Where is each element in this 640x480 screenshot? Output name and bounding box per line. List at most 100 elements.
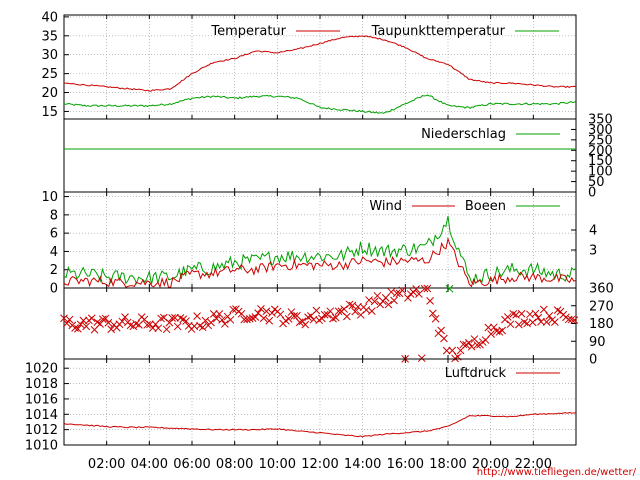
direction-point (412, 285, 421, 293)
y-tick-label: 20 (41, 86, 58, 101)
direction-point (340, 305, 348, 313)
direction-point (107, 325, 116, 334)
y-tick-label: 100 (588, 165, 613, 180)
direction-point (384, 300, 393, 309)
direction-point (132, 319, 140, 328)
direction-point (331, 313, 340, 322)
direction-point (329, 314, 337, 323)
x-tick-label: 14:00 (344, 457, 381, 472)
direction-point (215, 310, 224, 318)
y-tick-label: 8 (50, 208, 58, 223)
x-tick-label: 06:00 (173, 457, 210, 472)
direction-point (198, 323, 207, 332)
series-line-gusts (63, 215, 577, 286)
direction-point (218, 316, 226, 324)
direction-point (65, 315, 74, 324)
direction-point (265, 316, 274, 325)
x-tick-label: 02:00 (88, 457, 125, 472)
series-line-wind (63, 236, 577, 289)
direction-point (445, 284, 454, 293)
direction-point (567, 315, 576, 324)
direction-point (295, 318, 304, 327)
legend-label-gusts: Boeen (465, 199, 506, 214)
direction-point (74, 324, 82, 333)
direction-point (79, 316, 88, 325)
y-tick-label: 2 (50, 263, 58, 278)
direction-point (465, 338, 473, 347)
direction-point (490, 323, 498, 332)
direction-point (428, 309, 437, 318)
direction-point (312, 306, 321, 315)
direction-point (551, 318, 559, 326)
x-tick-label: 16:00 (387, 457, 424, 472)
y-tick-label: 270 (589, 299, 614, 314)
y-tick-label: 250 (588, 133, 613, 148)
direction-point (390, 296, 398, 305)
direction-point (440, 334, 448, 343)
direction-point (162, 325, 171, 334)
bft-tick-label: 4 (589, 224, 597, 239)
legend-label-dewpoint: Taupunkttemperatur (371, 24, 506, 39)
direction-point (343, 312, 351, 321)
direction-point (370, 297, 379, 306)
direction-point (104, 318, 113, 327)
direction-point (392, 289, 401, 298)
direction-point (545, 312, 554, 320)
direction-point (431, 314, 440, 323)
x-tick-label: 04:00 (131, 457, 168, 472)
direction-point (76, 320, 85, 329)
direction-point (420, 284, 429, 293)
direction-point (251, 313, 260, 321)
direction-point (101, 314, 110, 323)
y-tick-label: 1012 (25, 423, 58, 438)
direction-point (87, 314, 96, 323)
direction-point (509, 309, 518, 318)
direction-point (284, 315, 293, 323)
direction-point (173, 322, 182, 331)
y-tick-label: 50 (588, 175, 605, 190)
y-tick-label: 200 (588, 144, 613, 159)
direction-point (528, 318, 537, 327)
direction-point (473, 341, 482, 349)
legend-label-wind: Wind (369, 199, 402, 214)
direction-point (539, 305, 548, 314)
direction-point (121, 313, 129, 321)
y-tick-label: 90 (589, 335, 606, 350)
direction-point (182, 317, 190, 325)
direction-point (301, 320, 310, 329)
direction-point (487, 330, 495, 338)
direction-point (154, 324, 163, 333)
direction-point (209, 310, 218, 318)
series-line-dewpoint (63, 94, 577, 114)
direction-point (226, 315, 235, 324)
direction-point (367, 307, 376, 315)
direction-point (503, 313, 512, 321)
y-tick-label: 10 (41, 190, 58, 205)
direction-point (71, 324, 79, 332)
legend-label-temperature: Temperatur (210, 24, 286, 39)
direction-point (157, 314, 165, 323)
direction-point (534, 313, 543, 322)
direction-point (318, 314, 326, 323)
y-tick-label: 1020 (25, 362, 58, 377)
direction-point (168, 314, 177, 322)
bft-tick-label: 3 (589, 244, 597, 259)
legend-label-precipitation: Niederschlag (421, 127, 506, 142)
direction-point (398, 286, 407, 295)
legend-label-pressure: Luftdruck (445, 366, 507, 381)
direction-point (98, 315, 107, 324)
direction-point (287, 308, 296, 316)
direction-point (201, 316, 210, 325)
direction-point (220, 320, 229, 328)
y-tick-label: 0 (588, 186, 596, 201)
direction-point (82, 322, 91, 331)
x-tick-label: 22:00 (515, 457, 552, 472)
y-tick-label: 360 (589, 282, 614, 297)
direction-point (259, 314, 268, 323)
y-tick-label: 15 (41, 105, 58, 120)
series-line-temperature (63, 35, 577, 92)
y-tick-label: 1018 (25, 377, 58, 392)
direction-point (334, 307, 343, 316)
x-tick-label: 20:00 (472, 457, 509, 472)
